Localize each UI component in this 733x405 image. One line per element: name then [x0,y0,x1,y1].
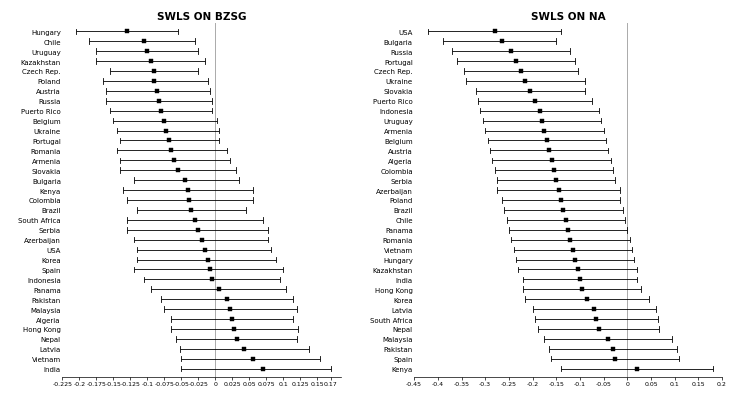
Title: SWLS ON BZSG: SWLS ON BZSG [157,12,246,22]
Title: SWLS ON NA: SWLS ON NA [531,12,605,22]
